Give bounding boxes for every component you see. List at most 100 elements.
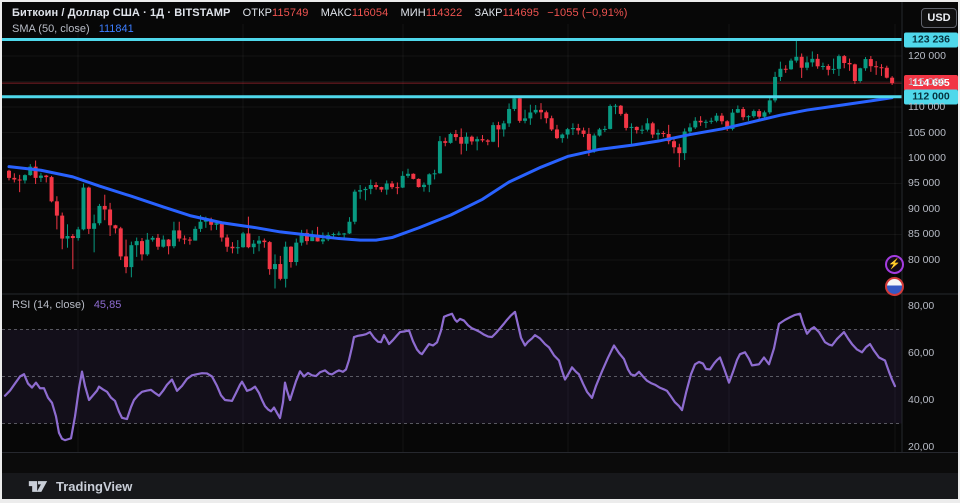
candle [868,59,873,67]
tradingview-brand[interactable]: TradingView [56,478,133,494]
candle [171,230,176,247]
candle [219,223,224,238]
candle [879,67,884,69]
sma-label: SMA (50, close) [12,23,90,35]
candle [12,177,17,180]
candle [395,187,400,189]
candle [108,209,113,226]
candle [847,63,852,65]
candle [288,246,293,263]
candle [225,237,230,247]
candle [805,62,809,68]
lightning-icon[interactable]: ⚡ [885,255,904,274]
candle [193,228,198,241]
candle [842,56,847,64]
rsi-tick-label: 80,00 [908,300,935,312]
candle [549,118,554,130]
candle [656,133,661,135]
rsi-line [3,310,897,442]
rsi-legend[interactable]: RSI (14, close) 45,85 [12,299,121,311]
candle [884,67,889,78]
candle [714,115,719,121]
candle [592,135,597,150]
candle [554,129,559,139]
candle [672,141,676,148]
candle [134,241,139,246]
candle [278,264,283,279]
candle [150,237,155,240]
symbol-title: Биткоин / Доллар США · 1Д · BITSTAMP [12,7,231,19]
candle [331,234,336,236]
candle [60,215,65,239]
candle [730,112,735,129]
price-tick-label: 100 000 [908,151,946,164]
candle [358,190,363,192]
candle [890,77,895,84]
candle [762,112,767,117]
candle [687,127,692,132]
candle [352,191,357,222]
candle [432,173,437,175]
low-value: 114322 [425,7,463,19]
candle [741,109,746,118]
candle [794,56,799,61]
candle [76,229,81,239]
candle [44,175,49,178]
candle [533,109,538,113]
candle [682,131,687,154]
currency-button[interactable]: USD [921,8,957,28]
candle [820,65,825,67]
sma-legend[interactable]: SMA (50, close) 111841 [12,23,134,35]
candle [874,66,879,68]
candle [294,242,299,263]
candle [693,120,698,128]
candle [406,173,410,176]
candle [161,239,166,247]
price-tick-label: 90 000 [908,202,941,215]
resistance-price-label[interactable]: 123 236 [904,32,958,48]
candle [789,60,794,70]
candle [826,65,831,70]
candle [496,125,501,130]
candle [38,175,43,178]
candle [528,112,533,119]
candle [92,223,97,229]
candle [783,68,788,70]
support-price-label[interactable]: 112 000 [904,89,958,105]
candle [209,219,214,225]
close-value: 114695 [502,7,540,19]
candle [267,242,272,270]
symbol-legend[interactable]: Биткоин / Доллар США · 1Д · BITSTAMP ОТК… [12,7,628,19]
candle [379,187,384,190]
time-axis-strip[interactable] [2,452,958,473]
candle [437,141,442,174]
close-label: ЗАКР [474,7,503,19]
candle [773,76,778,101]
candle [778,68,783,77]
candle [182,238,187,240]
tradingview-logo-icon[interactable] [28,479,48,494]
candle [65,236,70,239]
candle [501,123,506,130]
candle [757,111,762,117]
candle [581,130,586,134]
candle [453,134,458,138]
price-tick-label: 115 000 [908,75,946,88]
price-tick-label: 85 000 [908,228,941,241]
candle [448,134,453,143]
high-label: МАКС [320,7,352,19]
high-value: 116054 [351,7,389,19]
candle [17,179,22,181]
candle [273,264,277,270]
candle [230,246,235,249]
candle [124,256,129,268]
flag-icon[interactable] [885,277,904,296]
candle [799,56,804,68]
candle [411,173,416,179]
candle [815,58,820,67]
candle [320,239,325,242]
candle [751,111,756,117]
candle [703,121,708,123]
candle [241,233,246,248]
